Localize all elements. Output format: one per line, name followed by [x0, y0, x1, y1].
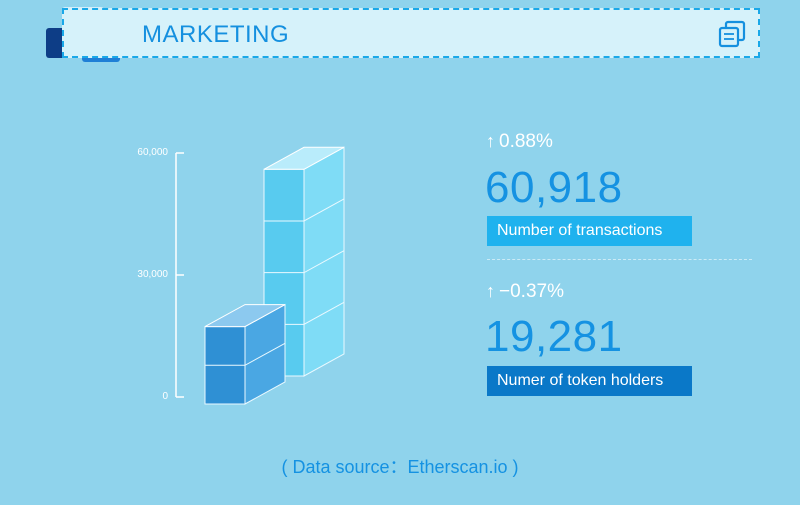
copy-icon[interactable] [716, 18, 748, 50]
change-value: 0.88% [499, 131, 553, 152]
bar-segment-line [264, 301, 345, 325]
stat-change-1: ↑ 0.88% [486, 131, 553, 153]
stat-label-2: Numer of token holders [487, 366, 692, 396]
change-value: −0.37% [499, 281, 564, 302]
y-tick-label: 60,000 [137, 147, 168, 158]
bar-top [263, 146, 345, 170]
bar-top [204, 304, 286, 328]
arrow-up-icon: ↑ [486, 131, 495, 151]
header-title-box: MARKETING [62, 8, 760, 58]
bar-segment-line [264, 250, 345, 274]
bar-side [244, 303, 286, 405]
stat-label-1: Number of transactions [487, 216, 692, 246]
bar-front [204, 326, 246, 405]
bars [204, 146, 345, 405]
bar-side [303, 146, 345, 377]
y-tick-label: 0 [162, 391, 168, 402]
y-tick-label: 30,000 [137, 269, 168, 280]
stat-label-text: Numer of token holders [497, 372, 664, 389]
arrow-up-icon: ↑ [486, 281, 495, 301]
stat-value-1: 60,918 [485, 163, 623, 212]
bar-transactions [263, 146, 345, 377]
bar-front [263, 168, 305, 377]
bar-token-holders [204, 303, 286, 405]
y-axis [175, 152, 184, 398]
bar-segment-line [205, 342, 286, 366]
bar-segment-line [264, 198, 345, 222]
stat-change-2: ↑ −0.37% [486, 281, 564, 303]
stat-value-2: 19,281 [485, 312, 623, 361]
stat-label-text: Number of transactions [497, 222, 663, 239]
divider [487, 259, 752, 260]
data-source: ( Data source：Etherscan.io ) [281, 457, 519, 477]
page-title: MARKETING [142, 21, 290, 48]
